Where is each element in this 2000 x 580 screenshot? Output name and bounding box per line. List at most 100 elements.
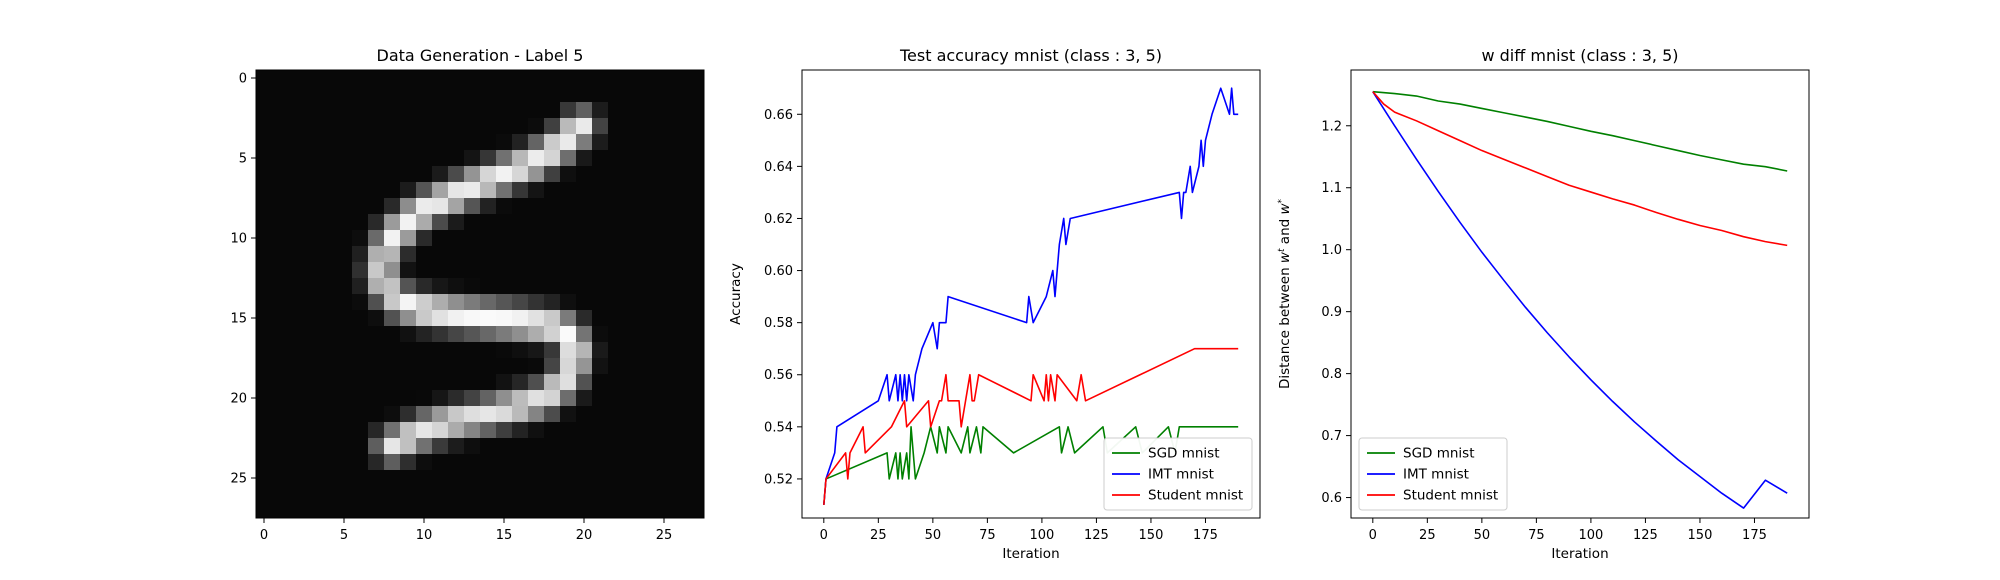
pixel-cell (336, 262, 353, 279)
pixel-cell (608, 374, 625, 391)
pixel-cell (384, 390, 401, 407)
pixel-cell (384, 374, 401, 391)
pixel-cell (352, 326, 369, 343)
pixel-cell (544, 230, 561, 247)
pixel-cell (592, 374, 609, 391)
pixel-cell (384, 454, 401, 471)
pixel-cell (336, 86, 353, 103)
pixel-cell (656, 86, 673, 103)
pixel-cell (496, 214, 513, 231)
pixel-cell (480, 70, 497, 87)
pixel-cell (480, 358, 497, 375)
pixel-cell (304, 470, 321, 487)
pixel-cell (672, 294, 689, 311)
pixel-cell (560, 422, 577, 439)
pixel-cell (496, 246, 513, 263)
pixel-cell (448, 102, 465, 119)
pixel-cell (480, 326, 497, 343)
x-tick-label: 175 (1193, 528, 1218, 543)
pixel-cell (624, 310, 641, 327)
pixel-cell (592, 422, 609, 439)
pixel-cell (624, 358, 641, 375)
pixel-cell (368, 246, 385, 263)
pixel-cell (464, 246, 481, 263)
pixel-cell (448, 310, 465, 327)
legend-entry: Student mnist (1403, 488, 1498, 504)
pixel-cell (688, 278, 705, 295)
pixel-cell (528, 198, 545, 215)
pixel-cell (496, 166, 513, 183)
pixel-cell (640, 198, 657, 215)
pixel-cell (288, 182, 305, 199)
pixel-cell (352, 454, 369, 471)
pixel-cell (608, 118, 625, 135)
pixel-cell (496, 310, 513, 327)
pixel-cell (464, 486, 481, 503)
pixel-cell (544, 102, 561, 119)
pixel-cell (272, 358, 289, 375)
y-tick-label: 0.8 (1321, 367, 1342, 382)
pixel-cell (640, 86, 657, 103)
pixel-cell (624, 294, 641, 311)
pixel-cell (304, 454, 321, 471)
pixel-cell (320, 102, 337, 119)
pixel-cell (688, 166, 705, 183)
pixel-cell (496, 486, 513, 503)
pixel-cell (320, 246, 337, 263)
pixel-cell (576, 454, 593, 471)
pixel-cell (528, 406, 545, 423)
pixel-cell (384, 326, 401, 343)
pixel-cell (448, 438, 465, 455)
pixel-cell (544, 70, 561, 87)
pixel-cell (384, 86, 401, 103)
y-tick-label: 15 (230, 312, 247, 327)
plot-frame (255, 69, 705, 519)
pixel-cell (368, 438, 385, 455)
pixel-cell (272, 342, 289, 359)
plot-frame (1350, 69, 1810, 519)
y-tick-label: 0.9 (1321, 305, 1342, 320)
pixel-cell (496, 342, 513, 359)
x-tick-label: 10 (416, 528, 433, 543)
pixel-cell (672, 326, 689, 343)
pixel-cell (368, 198, 385, 215)
x-tick-label: 25 (1419, 528, 1436, 543)
pixel-cell (576, 422, 593, 439)
pixel-cell (464, 406, 481, 423)
pixel-cell (416, 86, 433, 103)
pixel-cell (624, 214, 641, 231)
pixel-cell (640, 422, 657, 439)
pixel-cell (496, 230, 513, 247)
pixel-cell (464, 438, 481, 455)
pixel-cell (512, 358, 529, 375)
pixel-cell (320, 230, 337, 247)
pixel-cell (544, 134, 561, 151)
x-tick-label: 25 (870, 528, 887, 543)
pixel-cell (336, 454, 353, 471)
pixel-cell (672, 358, 689, 375)
pixel-cell (464, 230, 481, 247)
pixel-cell (688, 214, 705, 231)
pixel-cell (512, 214, 529, 231)
pixel-cell (528, 390, 545, 407)
pixel-cell (320, 326, 337, 343)
pixel-cell (272, 182, 289, 199)
pixel-cell (656, 374, 673, 391)
pixel-cell (448, 358, 465, 375)
pixel-cell (336, 278, 353, 295)
y-tick-label: 10 (230, 232, 247, 247)
pixel-cell (512, 182, 529, 199)
y-tick-label: 1.2 (1321, 119, 1342, 134)
pixel-cell (640, 310, 657, 327)
pixel-cell (352, 486, 369, 503)
pixel-cell (544, 406, 561, 423)
x-tick-label: 150 (1688, 528, 1713, 543)
pixel-cell (288, 150, 305, 167)
pixel-cell (640, 502, 657, 519)
pixel-cell (368, 326, 385, 343)
x-tick-label: 50 (925, 528, 942, 543)
pixel-cell (640, 134, 657, 151)
pixel-cell (320, 310, 337, 327)
pixel-cell (576, 470, 593, 487)
pixel-cell (512, 230, 529, 247)
